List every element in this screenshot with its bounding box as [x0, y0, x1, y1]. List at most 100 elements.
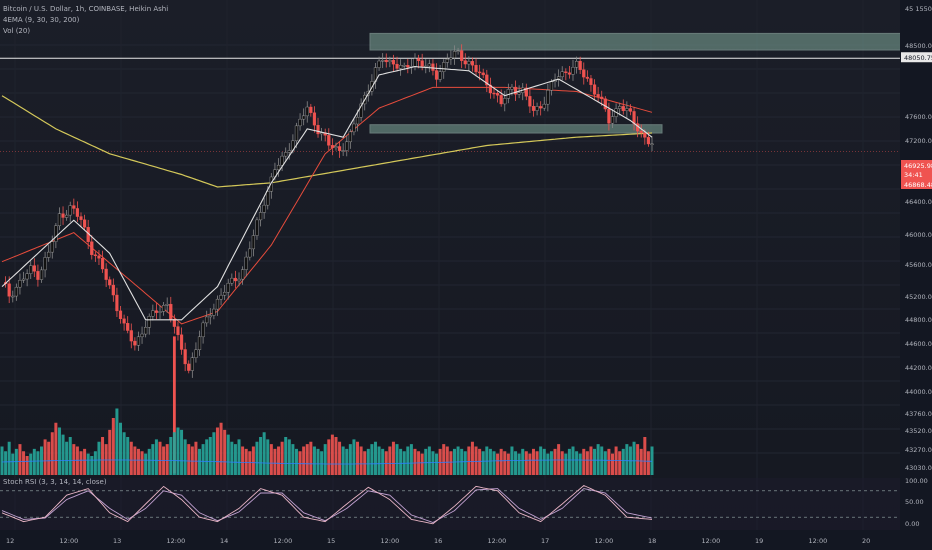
volume-bar [101, 437, 105, 475]
volume-bar [194, 441, 198, 475]
candle-body [420, 60, 424, 67]
symbol-legend[interactable]: Bitcoin / U.S. Dollar, 1h, COINBASE, Hei… [3, 5, 169, 13]
candle-body [14, 286, 18, 297]
volume-bar [589, 446, 593, 475]
volume-bar [528, 453, 532, 475]
price-tick: 43760.00 [905, 410, 932, 418]
volume-bar [223, 429, 227, 475]
volume-bar [266, 439, 270, 475]
candle-body [535, 106, 539, 111]
ema-9-line [1, 66, 653, 321]
volume-bar [496, 453, 500, 475]
volume-bar [370, 444, 374, 475]
candle-body [118, 310, 123, 320]
candle-body [230, 277, 234, 284]
volume-bar [198, 448, 202, 475]
volume-bar [582, 448, 586, 475]
candle-body [244, 256, 248, 270]
price-tick: 45200.00 [905, 293, 932, 301]
volume-bar [330, 434, 334, 475]
candle-body [578, 61, 582, 70]
candle-body [68, 205, 72, 216]
volume-bars [0, 408, 654, 475]
volume-bar [435, 453, 439, 475]
candle-body [262, 204, 266, 213]
candle-body [355, 117, 360, 125]
volume-bar [323, 444, 327, 475]
volume-bar [305, 444, 309, 475]
volume-bar [356, 441, 360, 475]
candle-body [478, 71, 482, 74]
candle-body [75, 208, 80, 217]
candle-body [327, 135, 331, 146]
candle-body [212, 308, 216, 316]
candle-body [11, 295, 15, 298]
volume-bar [618, 451, 622, 475]
volume-bar [169, 437, 173, 475]
volume-bar [312, 446, 316, 475]
candle-body [381, 60, 385, 62]
candle-body [237, 278, 241, 282]
candle-body [18, 280, 22, 288]
volume-bar [531, 448, 535, 475]
volume-bar [298, 451, 302, 475]
volume-bar [456, 446, 460, 475]
volume-bar [201, 444, 205, 475]
price-tick: 46400.00 [905, 198, 932, 206]
volume-bar [316, 448, 320, 475]
price-tick: 47200.00 [905, 137, 932, 145]
candle-body [650, 143, 654, 146]
time-tick: 15 [327, 537, 335, 545]
ema-30-path [1, 86, 653, 325]
volume-bar [539, 446, 543, 475]
resistance-line[interactable] [0, 57, 900, 152]
volume-bar [36, 451, 40, 475]
candle-body [621, 106, 625, 111]
candle-body [226, 282, 230, 293]
stoch-rsi-pane [0, 484, 900, 525]
current-price-label: 46925.98 [904, 162, 932, 170]
volume-bar [187, 444, 191, 475]
candle-body [219, 294, 223, 300]
candle-body [341, 150, 345, 152]
candle-body [596, 94, 600, 98]
price-tick: 46000.00 [905, 231, 932, 239]
candle-body [298, 118, 302, 127]
volume-bar [585, 451, 589, 475]
time-tick: 12:00 [702, 537, 721, 545]
stoch-legend[interactable]: Stoch RSI (3, 3, 14, 14, close) [3, 478, 107, 486]
volume-bar [514, 451, 518, 475]
volume-legend[interactable]: Vol (20) [3, 27, 31, 35]
volume-bar [438, 448, 442, 475]
candle-body [571, 66, 575, 75]
ema-200-path [1, 95, 653, 188]
volume-bar [503, 451, 507, 475]
ema-legend[interactable]: 4EMA (9, 30, 30, 200) [3, 16, 80, 24]
candle-body [495, 93, 500, 96]
volume-bar [420, 453, 424, 475]
time-tick: 13 [113, 537, 121, 545]
volume-bar [219, 422, 223, 475]
candle-body [460, 50, 464, 61]
candle-body [126, 323, 130, 331]
price-axis[interactable]: 45 1550 48500.00 47600.00 47200.00 46400.00 4… [900, 0, 932, 530]
volume-bar [11, 453, 15, 475]
candle-body [542, 103, 546, 109]
candle-body [582, 69, 586, 78]
volume-bar [136, 448, 140, 475]
time-axis[interactable]: 12 12:00 13 12:00 14 12:00 15 12:00 16 12:00 17 12:… [0, 530, 932, 550]
price-tick: 45600.00 [905, 261, 932, 269]
price-tick: 47600.00 [905, 113, 932, 121]
volume-bar [431, 451, 435, 475]
volume-bar [521, 448, 525, 475]
candle-body [416, 58, 421, 61]
candle-body [592, 84, 597, 95]
volume-bar [165, 444, 169, 475]
volume-bar [338, 441, 342, 475]
candle-body [585, 76, 589, 79]
candle-body [589, 78, 593, 85]
candle-body [136, 336, 141, 346]
price-tick: 43520.00 [905, 427, 932, 435]
volume-bar [151, 444, 155, 475]
